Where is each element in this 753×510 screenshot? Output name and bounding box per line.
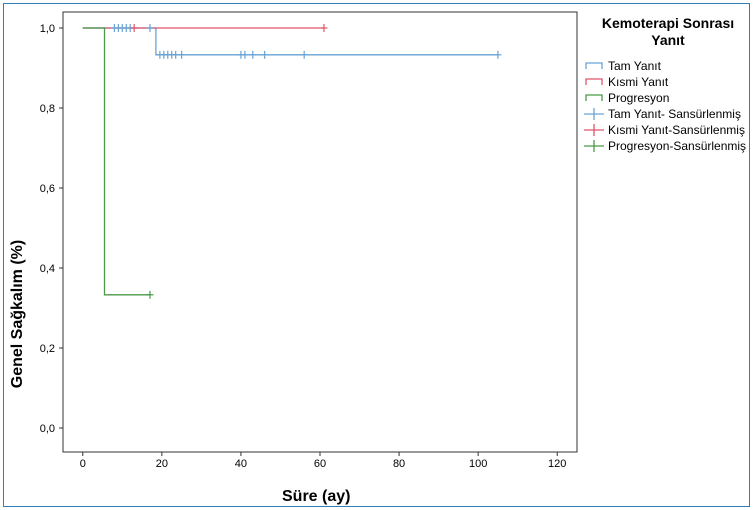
series-lines [82, 27, 498, 296]
y-tick-label: 0,2 [40, 343, 55, 355]
y-tick-label: 0,0 [40, 423, 55, 435]
legend-label: Tam Yanıt [608, 59, 661, 73]
y-axis-label: Genel Sağkalım (%) [9, 239, 26, 389]
y-tick-label: 0,6 [40, 183, 55, 195]
legend-censor-swatch [584, 124, 604, 136]
x-tick-label: 0 [80, 458, 86, 470]
ticks: 0 20 40 60 80 100 120 0,0 0,2 0,4 0,6 0,8 1,0 [40, 23, 567, 470]
legend-item: Progresyon [582, 90, 746, 106]
x-axis-label: Süre (ay) [282, 488, 351, 505]
legend-label: Progresyon [608, 91, 670, 105]
y-tick-label: 0,4 [40, 263, 55, 275]
censor-mark [300, 50, 308, 59]
plot-area: 0 20 40 60 80 100 120 0,0 0,2 0,4 0,6 0,8 1,0 [40, 11, 578, 470]
series-line-3 [82, 27, 150, 296]
x-tick-label: 80 [393, 458, 405, 470]
legend-label: Progresyon-Sansürlenmiş [608, 139, 747, 153]
axes [62, 11, 578, 453]
censor-mark [261, 50, 269, 59]
censor-mark [241, 50, 249, 59]
legend-label: Tam Yanıt- Sansürlenmiş [608, 107, 741, 121]
censor-mark [146, 290, 154, 299]
censor-mark [320, 24, 328, 32]
legend-line-swatch [585, 78, 603, 85]
legend-item: Kısmi Yanıt [582, 74, 746, 90]
legend-label: Kısmi Yanıt-Sansürlenmiş [608, 123, 745, 137]
censor-mark [172, 50, 180, 59]
censor-mark [494, 50, 502, 59]
legend: Tam Yanıt Kısmi Yanıt Progresyon Tam Yanıt-… [582, 58, 746, 154]
censor-mark [130, 24, 138, 32]
y-tick-label: 0,8 [40, 103, 55, 115]
legend-censor-swatch [584, 108, 604, 120]
censor-mark [249, 50, 257, 59]
censor-marks [110, 24, 502, 299]
legend-censor-swatch [584, 140, 604, 152]
legend-item: Kısmi Yanıt-Sansürlenmiş [582, 122, 746, 138]
x-tick-label: 120 [548, 458, 566, 470]
legend-title: Kemoterapi Sonrası Yanıt [601, 15, 735, 48]
legend-label: Kısmi Yanıt [608, 75, 669, 89]
censor-mark [178, 50, 186, 59]
x-tick-label: 20 [156, 458, 168, 470]
legend-item: Tam Yanıt- Sansürlenmiş [582, 106, 746, 122]
x-tick-label: 60 [314, 458, 326, 470]
x-tick-label: 40 [235, 458, 247, 470]
plot-border [62, 11, 578, 453]
legend-item: Progresyon-Sansürlenmiş [582, 138, 746, 154]
legend-item: Tam Yanıt [582, 58, 746, 74]
legend-line-swatch [585, 94, 603, 101]
legend-line-swatch [585, 62, 603, 69]
series-line-1 [82, 27, 498, 56]
y-tick-label: 1,0 [40, 23, 55, 35]
censor-mark [146, 24, 154, 32]
figure-frame: 0 20 40 60 80 100 120 0,0 0,2 0,4 0,6 0,8 1,0 Genel … [3, 3, 750, 507]
x-tick-label: 100 [469, 458, 487, 470]
